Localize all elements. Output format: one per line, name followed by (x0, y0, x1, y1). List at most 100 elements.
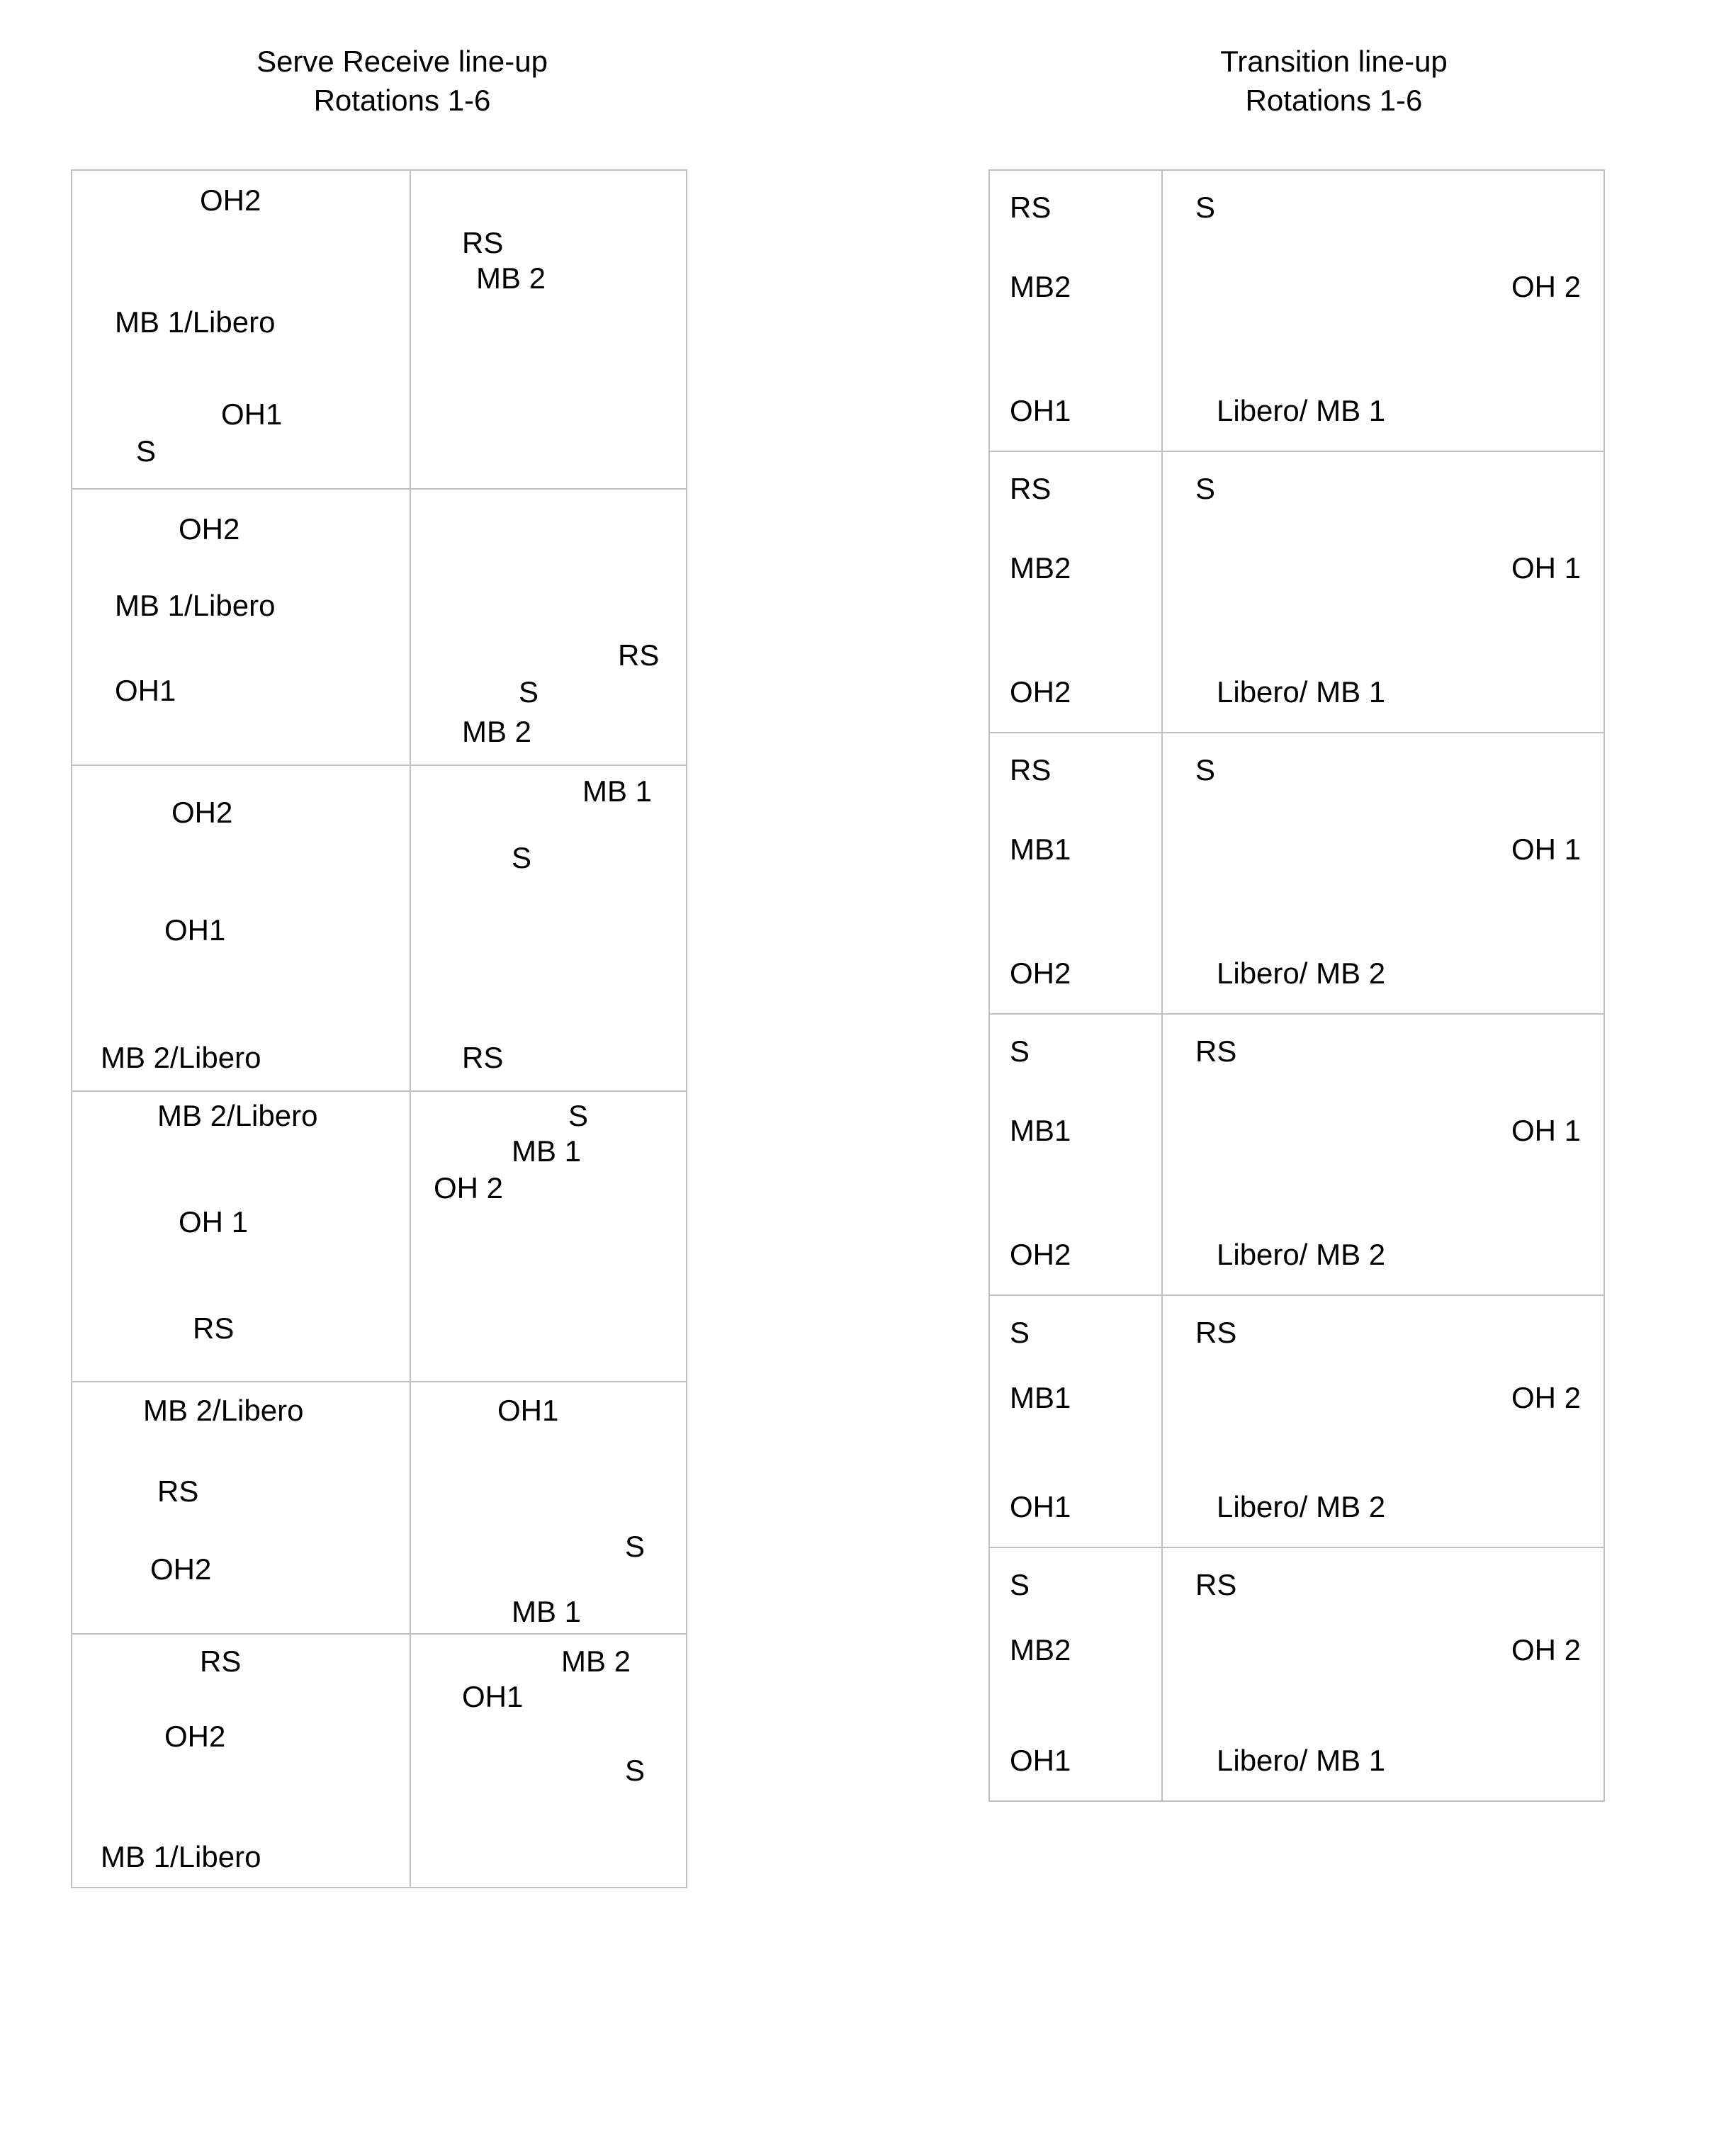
position-label: S (625, 1754, 645, 1788)
serve-receive-rotation: MB 1OH2SOH1MB 2/LiberoRS (72, 766, 686, 1092)
position-label: RS (1195, 1034, 1236, 1068)
position-label: OH2 (1010, 1238, 1071, 1272)
column-divider (410, 766, 411, 1090)
transition-rotation: RSMB2OH1SOH 2Libero/ MB 1 (990, 171, 1603, 452)
position-label: OH1 (462, 1680, 523, 1714)
position-label: Libero/ MB 1 (1217, 1744, 1385, 1778)
position-label: MB2 (1010, 1633, 1071, 1667)
position-label: OH2 (200, 184, 261, 218)
position-label: MB2 (1010, 270, 1071, 304)
position-label: RS (193, 1312, 234, 1346)
position-label: OH 2 (1511, 270, 1581, 304)
serve-receive-table: OH2RSMB 2MB 1/LiberoOH1SOH2MB 1/LiberoRS… (71, 169, 687, 1888)
position-label: OH2 (1010, 957, 1071, 991)
position-label: MB1 (1010, 1114, 1071, 1148)
position-label: OH2 (171, 796, 232, 830)
position-label: OH2 (150, 1552, 211, 1586)
position-label: MB1 (1010, 1381, 1071, 1415)
position-label: OH 1 (1511, 1114, 1581, 1148)
transition-rotation: RS MB1 OH2 S OH 1 Libero/ MB 2 (990, 733, 1603, 1015)
left-heading: Serve Receive line-up Rotations 1-6 (57, 43, 748, 120)
column-divider (1161, 1296, 1163, 1547)
position-label: S (568, 1099, 588, 1133)
columns: Serve Receive line-up Rotations 1-6 OH2R… (57, 43, 1679, 1888)
position-label: MB 2 (561, 1645, 631, 1679)
position-label: OH 1 (1511, 551, 1581, 585)
position-label: RS (200, 1645, 241, 1679)
column-divider (410, 1635, 411, 1887)
position-label: MB 1/Libero (115, 305, 275, 339)
serve-receive-rotation: MB 2/Libero SMB 1 OH 2 OH 1 RS (72, 1092, 686, 1382)
position-label: S (1010, 1316, 1030, 1350)
column-divider (1161, 733, 1163, 1013)
column-divider (1161, 1015, 1163, 1295)
position-label: S (519, 675, 539, 709)
position-label: OH1 (164, 913, 225, 947)
position-label: S (1010, 1568, 1030, 1602)
transition-rotation: S MB2 OH1 RS OH 2 Libero/ MB 1 (990, 1548, 1603, 1800)
position-label: MB 2 (476, 261, 546, 295)
position-label: Libero/ MB 1 (1217, 675, 1385, 709)
position-label: OH2 (1010, 675, 1071, 709)
position-label: MB1 (1010, 833, 1071, 867)
column-divider (1161, 452, 1163, 732)
transition-rotation: RS MB2 OH2 S OH 1 Libero/ MB 1 (990, 452, 1603, 733)
position-label: RS (1010, 472, 1051, 506)
position-label: RS (1010, 753, 1051, 787)
position-label: MB 2 (462, 715, 531, 749)
position-label: RS (1195, 1316, 1236, 1350)
left-column: Serve Receive line-up Rotations 1-6 OH2R… (57, 43, 748, 1888)
column-divider (410, 171, 411, 488)
page: Serve Receive line-up Rotations 1-6 OH2R… (0, 0, 1736, 1931)
transition-rotation: S MB1 OH2 RS OH 1 Libero/ MB 2 (990, 1015, 1603, 1296)
position-label: MB 2/Libero (157, 1099, 317, 1133)
position-label: OH 2 (434, 1171, 503, 1205)
left-heading-line2: Rotations 1-6 (57, 81, 748, 120)
position-label: MB 2/Libero (143, 1394, 303, 1428)
left-heading-line1: Serve Receive line-up (57, 43, 748, 81)
position-label: S (1010, 1034, 1030, 1068)
position-label: RS (462, 226, 503, 260)
position-label: Libero/ MB 1 (1217, 394, 1385, 428)
position-label: OH1 (1010, 394, 1071, 428)
position-label: RS (157, 1474, 198, 1508)
position-label: OH1 (1010, 1490, 1071, 1524)
position-label: OH2 (179, 512, 239, 546)
position-label: OH1 (497, 1394, 558, 1428)
column-divider (1161, 1548, 1163, 1800)
serve-receive-rotation: OH2 RSMB 2 MB 1/Libero OH1 S (72, 171, 686, 490)
position-label: S (136, 434, 156, 468)
serve-receive-rotation: RS MB 2 OH1 OH2 S MB 1/Libero (72, 1635, 686, 1887)
position-label: MB2 (1010, 551, 1071, 585)
position-label: OH 1 (1511, 833, 1581, 867)
position-label: OH2 (164, 1720, 225, 1754)
position-label: OH 1 (179, 1205, 248, 1239)
transition-rotation: SMB1OH1RSOH 2Libero/ MB 2 (990, 1296, 1603, 1548)
position-label: MB 1 (512, 1134, 581, 1168)
position-label: OH1 (115, 674, 176, 708)
position-label: S (512, 841, 531, 875)
column-divider (1161, 171, 1163, 451)
position-label: Libero/ MB 2 (1217, 957, 1385, 991)
position-label: S (625, 1530, 645, 1564)
position-label: S (1195, 472, 1215, 506)
transition-table: RS MB2 OH1 S OH 2 Libero/ MB 1 RS MB2 OH2 S OH 1 Li… (988, 169, 1605, 1802)
right-heading-line1: Transition line-up (988, 43, 1679, 81)
position-label: MB 1 (582, 774, 652, 808)
position-label: OH1 (1010, 1744, 1071, 1778)
position-label: S (1195, 753, 1215, 787)
position-label: OH1 (221, 397, 282, 432)
right-column: Transition line-up Rotations 1-6 RS MB2 OH… (988, 43, 1679, 1888)
position-label: Libero/ MB 2 (1217, 1238, 1385, 1272)
position-label: Libero/ MB 2 (1217, 1490, 1385, 1524)
column-divider (410, 490, 411, 765)
position-label: RS (1195, 1568, 1236, 1602)
serve-receive-rotation: MB 2/Libero OH1 RS S OH2 MB 1 (72, 1382, 686, 1635)
position-label: OH 2 (1511, 1633, 1581, 1667)
position-label: RS (1010, 191, 1051, 225)
right-heading: Transition line-up Rotations 1-6 (988, 43, 1679, 120)
position-label: MB 1 (512, 1595, 581, 1629)
position-label: MB 1/Libero (101, 1840, 261, 1874)
position-label: RS (618, 638, 659, 672)
position-label: MB 1/Libero (115, 589, 275, 623)
